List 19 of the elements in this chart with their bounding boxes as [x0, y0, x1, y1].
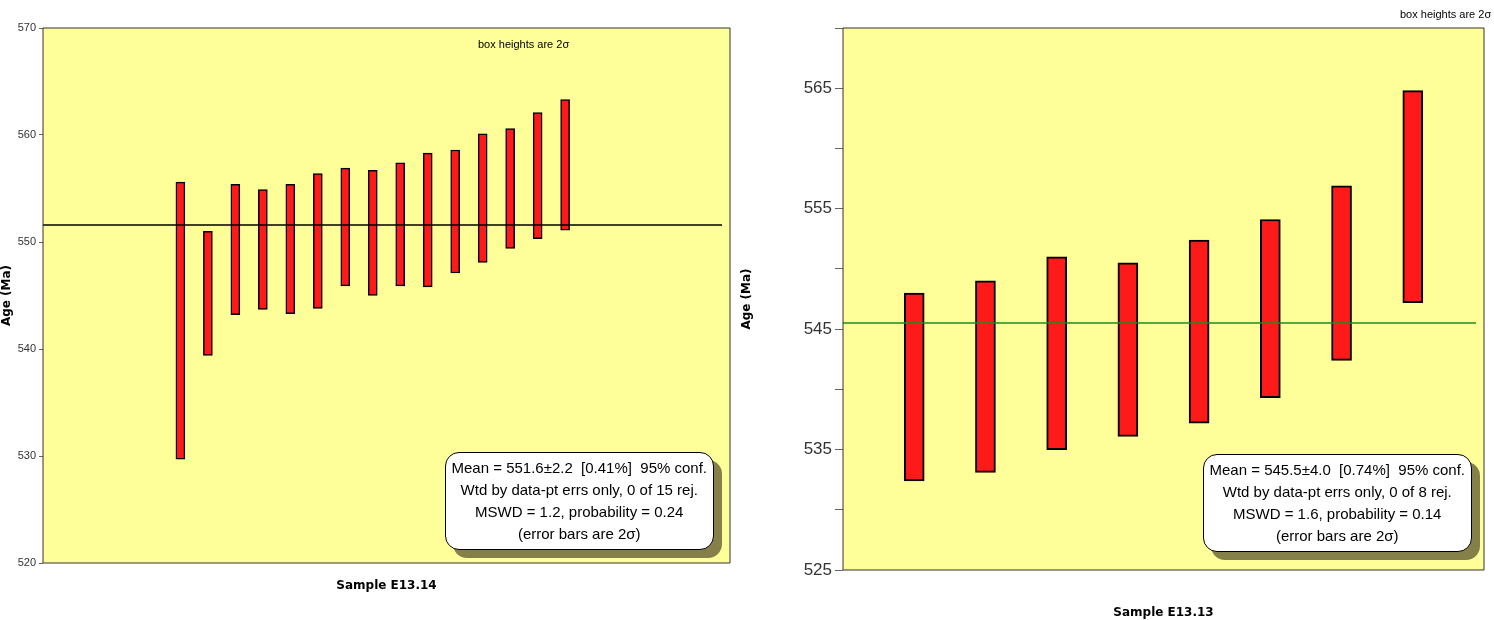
annotation: Mean = 551.6±2.2 [0.41%] 95% conf. Wtd by data-pt errs only, 0 of 15 rej. MSWD = 1.2, probability = 0.24 (error bars are 2σ)	[444, 452, 714, 550]
y-axis-title: Age (Ma)	[739, 268, 754, 330]
y-tick-label: 520	[17, 556, 36, 569]
x-axis-title: Sample E13.14	[336, 577, 437, 592]
y-tick-label: 540	[17, 342, 36, 355]
y-axis-title: Age (Ma)	[0, 264, 14, 327]
y-tick-label: 560	[17, 128, 36, 141]
text: box heights are 2σ	[1400, 8, 1492, 20]
y-tick-label: 570	[17, 21, 36, 34]
y-tick-label: 555	[803, 198, 832, 218]
x-axis-title: Sample E13.13	[1113, 604, 1214, 619]
annotation: Mean = 545.5±4.0 [0.74%] 95% conf. Wtd by data-pt errs only, 0 of 8 rej. MSWD = 1.6, probability = 0.14 (error bars are 2σ)	[1202, 454, 1472, 552]
y-tick-label: 550	[17, 235, 36, 248]
y-tick-label: 545	[803, 318, 832, 338]
annotation: box heights are 2σ	[478, 38, 570, 50]
y-tick-label: 530	[17, 449, 36, 462]
y-tick-label: 535	[803, 439, 832, 459]
y-tick-label: 565	[803, 77, 832, 97]
y-tick-label: 525	[803, 559, 832, 579]
